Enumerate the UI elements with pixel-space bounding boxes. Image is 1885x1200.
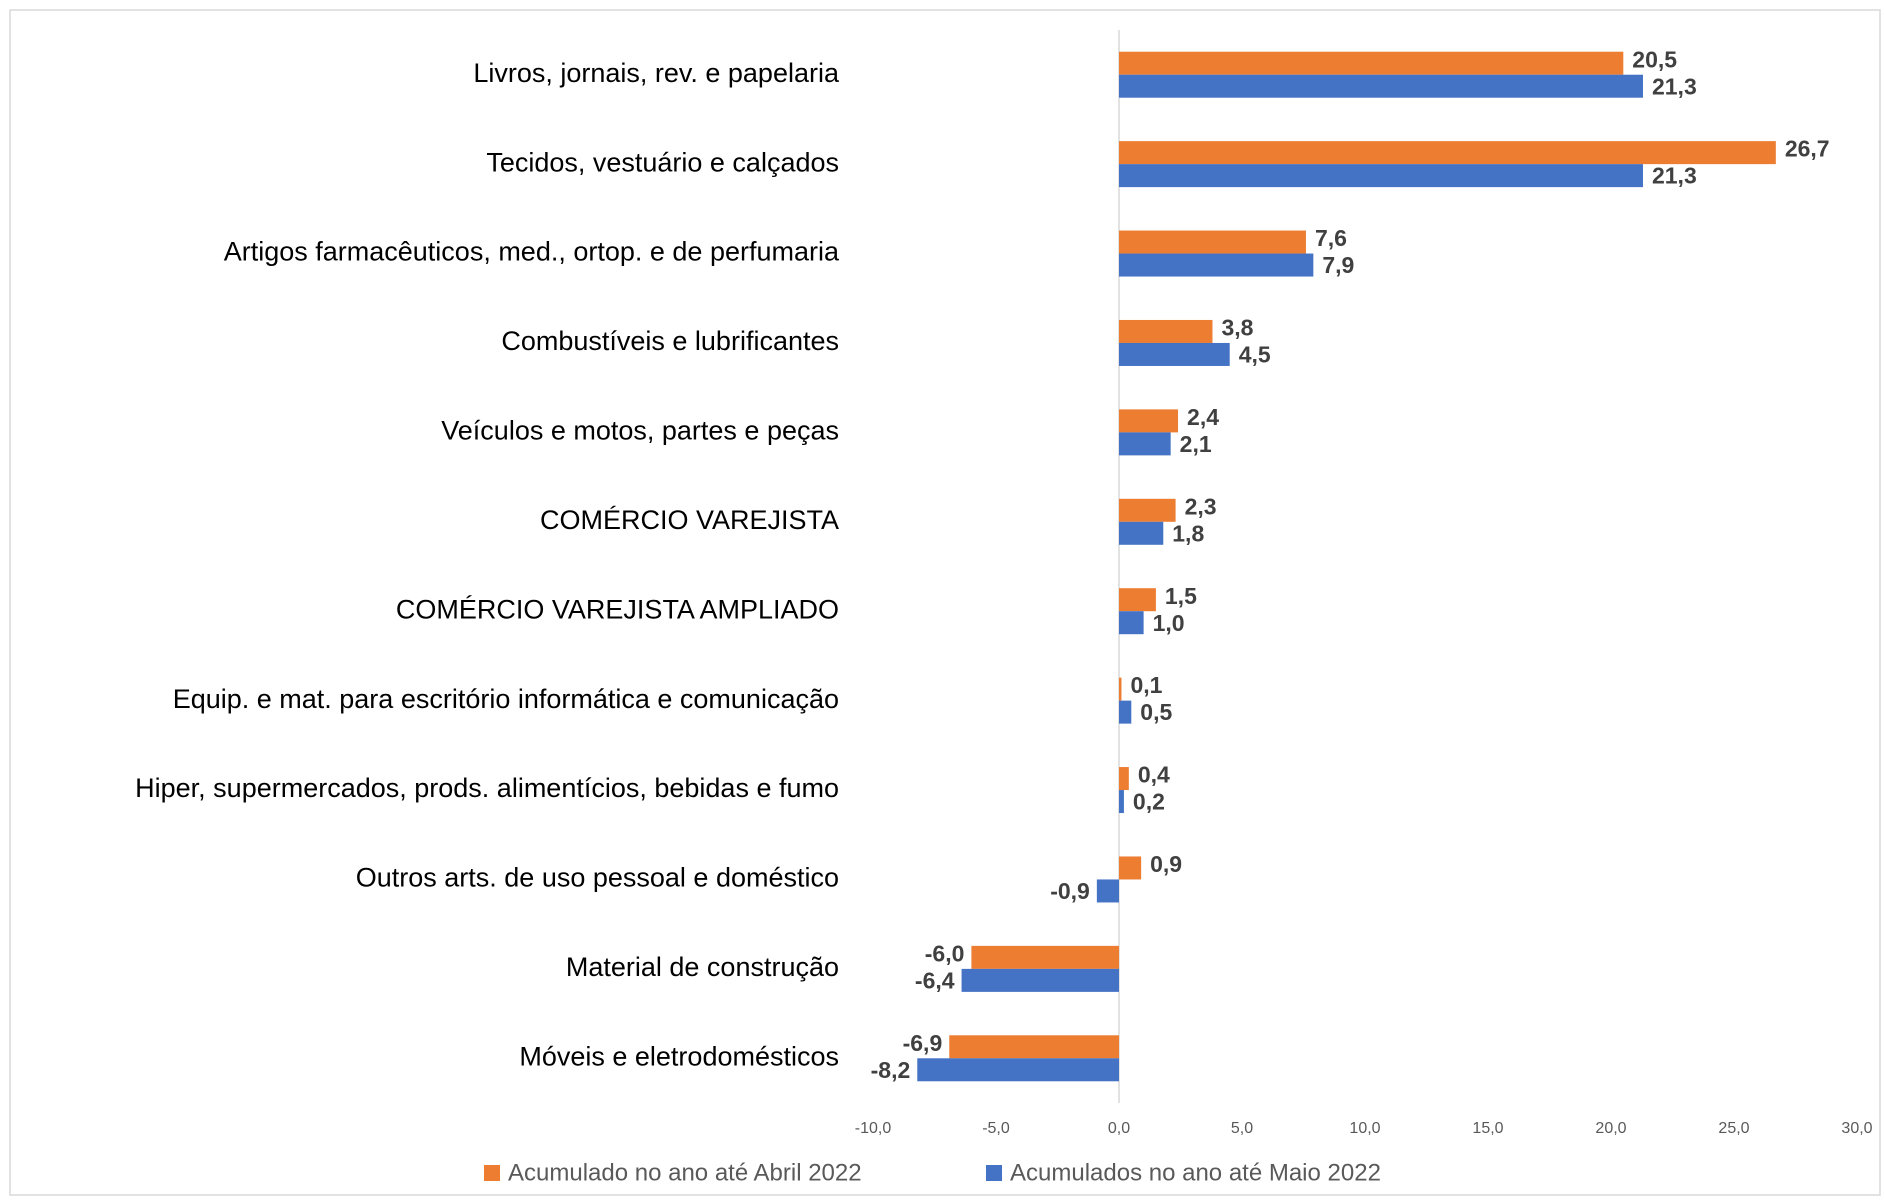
value-label: 21,3 <box>1652 73 1697 99</box>
bar <box>1119 790 1124 814</box>
bar <box>1119 409 1179 433</box>
bar <box>1119 611 1144 635</box>
y-tick-label: Veículos e motos, partes e peças <box>441 416 839 446</box>
value-label: 0,2 <box>1133 789 1165 815</box>
legend-label: Acumulado no ano até Abril 2022 <box>508 1159 862 1186</box>
bar <box>971 945 1119 969</box>
value-label: 0,9 <box>1150 851 1182 877</box>
y-tick-label: Equip. e mat. para escritório informátic… <box>173 684 839 714</box>
bar <box>1096 879 1119 903</box>
y-tick-label: Móveis e eletrodomésticos <box>519 1041 839 1071</box>
value-label: 21,3 <box>1652 163 1697 189</box>
value-label: 3,8 <box>1221 315 1253 341</box>
bar <box>1119 432 1171 456</box>
bar <box>1119 767 1129 791</box>
bar <box>1119 588 1156 612</box>
bar <box>1119 74 1643 98</box>
value-label: 20,5 <box>1632 46 1677 72</box>
value-label: 7,9 <box>1322 252 1354 278</box>
y-tick-label: Tecidos, vestuário e calçados <box>486 147 839 177</box>
bar <box>1119 141 1776 165</box>
value-label: 0,1 <box>1130 672 1162 698</box>
x-tick-label: 5,0 <box>1231 1120 1253 1137</box>
value-label: 26,7 <box>1785 136 1830 162</box>
value-label: 1,0 <box>1153 610 1185 636</box>
x-tick-label: -5,0 <box>982 1120 1010 1137</box>
y-tick-label: COMÉRCIO VAREJISTA <box>540 505 839 535</box>
value-label: 0,5 <box>1140 699 1172 725</box>
value-label: 2,1 <box>1180 431 1212 457</box>
y-tick-label: COMÉRCIO VAREJISTA AMPLIADO <box>396 594 839 624</box>
bar <box>1119 700 1132 724</box>
y-tick-label: Hiper, supermercados, prods. alimentício… <box>135 773 839 803</box>
value-label: -6,9 <box>903 1030 943 1056</box>
y-tick-label: Artigos farmacêuticos, med., ortop. e de… <box>224 237 840 267</box>
x-tick-label: -10,0 <box>855 1120 892 1137</box>
x-tick-label: 20,0 <box>1595 1120 1626 1137</box>
bar <box>1119 342 1230 366</box>
value-label: 4,5 <box>1239 342 1271 368</box>
bar <box>1119 856 1142 880</box>
bar <box>1119 253 1314 277</box>
bar <box>1119 498 1176 522</box>
value-label: 7,6 <box>1315 225 1347 251</box>
value-label: -6,4 <box>915 967 955 993</box>
bar <box>1119 319 1213 343</box>
x-tick-label: 10,0 <box>1349 1120 1380 1137</box>
bar <box>917 1058 1119 1082</box>
x-tick-label: 25,0 <box>1718 1120 1749 1137</box>
legend-swatch <box>986 1165 1002 1181</box>
bar <box>1119 521 1164 545</box>
bar <box>1119 677 1122 701</box>
legend-swatch <box>484 1165 500 1181</box>
bar <box>1119 164 1643 188</box>
y-tick-label: Combustíveis e lubrificantes <box>501 326 839 356</box>
value-label: -6,0 <box>925 940 965 966</box>
value-label: -8,2 <box>871 1057 911 1083</box>
y-tick-label: Livros, jornais, rev. e papelaria <box>473 58 840 88</box>
x-tick-label: 0,0 <box>1108 1120 1130 1137</box>
legend-label: Acumulados no ano até Maio 2022 <box>1010 1159 1381 1186</box>
x-tick-label: 15,0 <box>1472 1120 1503 1137</box>
chart-border <box>9 9 1881 1196</box>
value-label: 2,4 <box>1187 404 1219 430</box>
bar <box>961 968 1119 992</box>
value-label: 1,8 <box>1172 520 1204 546</box>
value-label: -0,9 <box>1050 878 1090 904</box>
bar <box>949 1035 1119 1059</box>
value-label: 1,5 <box>1165 583 1197 609</box>
value-label: 2,3 <box>1185 493 1217 519</box>
bar <box>1119 230 1306 254</box>
y-tick-label: Material de construção <box>566 952 839 982</box>
bar <box>1119 51 1624 75</box>
x-tick-label: 30,0 <box>1841 1120 1872 1137</box>
y-tick-label: Outros arts. de uso pessoal e doméstico <box>356 863 839 893</box>
value-label: 0,4 <box>1138 762 1170 788</box>
